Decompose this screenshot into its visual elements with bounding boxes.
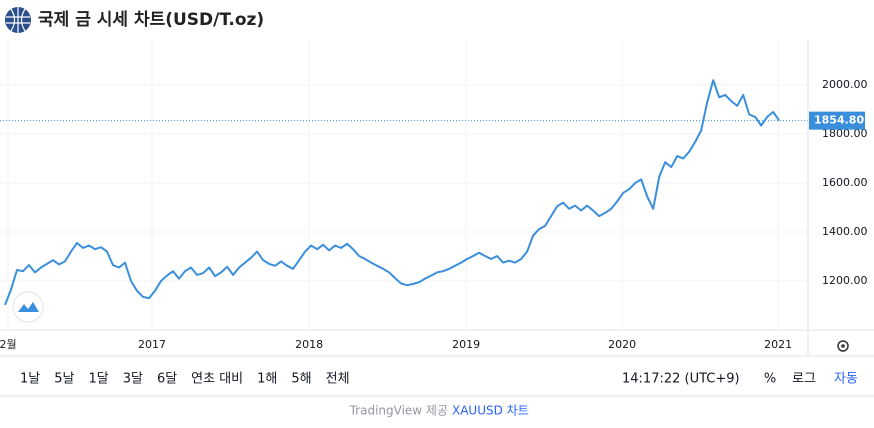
timezone[interactable]: 14:17:22 (UTC+9): [622, 372, 740, 387]
range-button[interactable]: 5날: [54, 372, 74, 387]
percent-toggle[interactable]: %: [764, 372, 776, 387]
y-tick-label: 1400.00: [822, 225, 868, 238]
x-tick-label: 2019: [452, 338, 480, 351]
footer-provider: TradingView 제공: [349, 404, 448, 418]
settings-icon[interactable]: [837, 340, 849, 352]
price-line: [4, 79, 781, 306]
x-tick-label: 2018: [295, 338, 323, 351]
range-button[interactable]: 전체: [326, 372, 350, 387]
last-price-label: 1854.80: [814, 114, 864, 127]
footer-link[interactable]: XAUUSD 차트: [452, 404, 529, 418]
range-button[interactable]: 5해: [291, 372, 311, 387]
x-tick-label: 2월: [0, 338, 17, 351]
y-tick-label: 2000.00: [822, 78, 868, 91]
x-tick-label: 2021: [764, 338, 792, 351]
tradingview-logo[interactable]: [12, 291, 44, 323]
range-button[interactable]: 1날: [20, 372, 40, 387]
log-toggle[interactable]: 로그: [792, 372, 816, 387]
range-button[interactable]: 3달: [123, 372, 143, 387]
last-price-box: [809, 111, 865, 130]
x-tick-label: 2020: [608, 338, 636, 351]
logo: [5, 7, 31, 33]
range-button[interactable]: 연초 대비: [191, 372, 243, 387]
y-tick-label: 1600.00: [822, 176, 868, 189]
range-button[interactable]: 6달: [157, 372, 177, 387]
y-tick-label: 1200.00: [822, 274, 868, 287]
y-tick-label: 1800.00: [822, 127, 868, 140]
range-button[interactable]: 1달: [88, 372, 108, 387]
range-button[interactable]: 1해: [257, 372, 277, 387]
chart-title: 국제 금 시세 차트(USD/T.oz): [38, 10, 264, 30]
x-tick-label: 2017: [138, 338, 166, 351]
auto-toggle[interactable]: 자동: [834, 372, 858, 387]
